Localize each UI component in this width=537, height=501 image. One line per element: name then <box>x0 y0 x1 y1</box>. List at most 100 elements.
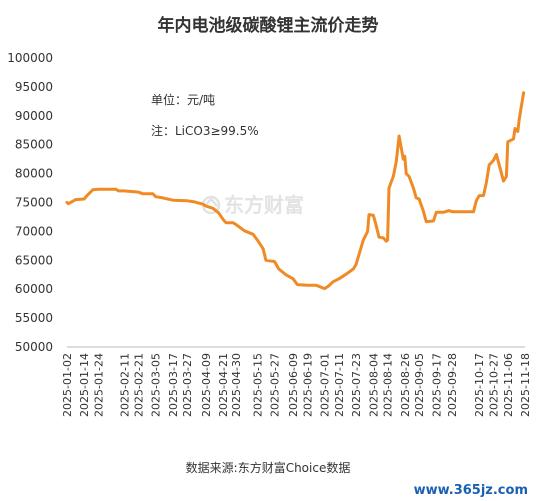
data-point <box>492 159 495 162</box>
watermark-text: 东方财富 <box>224 193 304 217</box>
data-point <box>498 163 501 167</box>
data-point <box>412 186 415 190</box>
data-point <box>417 197 421 201</box>
x-tick-label: 2025-07-01 <box>319 353 332 417</box>
data-point <box>277 267 280 271</box>
x-axis: 2025-01-02 2025-01-14 2025-01-24 2025-02-11… <box>61 346 532 417</box>
data-point <box>495 153 498 156</box>
data-point <box>323 287 326 290</box>
unit-annotation: 单位：元/吨 <box>151 92 215 107</box>
y-tick-label: 60000 <box>15 282 53 296</box>
data-point <box>502 179 505 183</box>
data-point <box>377 236 381 239</box>
data-point <box>67 202 70 205</box>
data-point <box>488 163 491 167</box>
data-point <box>284 273 288 276</box>
data-point <box>234 223 238 226</box>
data-point <box>375 224 378 227</box>
data-point <box>422 210 425 213</box>
data-point <box>505 175 508 178</box>
y-tick-label: 70000 <box>15 224 53 238</box>
purity-annotation: 注：LiCO3≥99.5% <box>151 123 259 138</box>
x-tick-label: 2025-03-17 <box>167 353 180 417</box>
y-tick-label: 65000 <box>15 253 53 267</box>
data-point <box>201 203 205 206</box>
data-point <box>71 200 74 203</box>
data-point <box>357 253 361 256</box>
data-point <box>151 192 155 195</box>
data-point <box>137 190 140 194</box>
y-tick-label: 95000 <box>15 80 53 94</box>
data-point <box>403 155 406 158</box>
data-point <box>85 194 89 197</box>
data-point <box>352 267 355 271</box>
data-point <box>256 238 259 242</box>
data-point <box>74 198 77 201</box>
data-point <box>83 197 86 201</box>
site-url: www.365jz.com <box>414 483 528 498</box>
data-point <box>442 211 445 214</box>
data-point <box>478 194 481 197</box>
x-tick-label: 2025-03-05 <box>150 353 163 417</box>
data-point <box>231 221 235 224</box>
data-point <box>186 199 189 202</box>
y-tick-label: 85000 <box>15 138 53 152</box>
data-point <box>204 204 207 208</box>
x-tick-label: 2025-04-21 <box>217 353 230 417</box>
x-tick-label: 2025-07-11 <box>333 353 346 417</box>
x-tick-label: 2025-11-06 <box>502 353 515 417</box>
y-tick-label: 100000 <box>7 51 53 65</box>
data-point <box>354 263 358 266</box>
data-point <box>306 284 309 287</box>
data-point <box>415 196 418 200</box>
data-point <box>362 238 365 242</box>
data-point <box>450 210 454 213</box>
y-axis: 50000 55000 60000 65000 70000 75000 80000 85000… <box>7 51 53 354</box>
data-point <box>387 186 391 190</box>
x-tick-label: 2025-05-15 <box>251 353 264 417</box>
data-point <box>516 130 519 133</box>
data-point <box>117 189 120 193</box>
data-point <box>264 259 268 262</box>
data-point <box>366 230 369 233</box>
y-tick-label: 75000 <box>15 196 53 210</box>
x-tick-label: 2025-04-30 <box>230 353 243 417</box>
data-point <box>392 175 395 178</box>
x-tick-label: 2025-02-11 <box>118 353 131 417</box>
data-point <box>261 247 265 250</box>
data-point <box>97 188 100 191</box>
data-point <box>367 213 371 216</box>
data-point <box>395 160 398 164</box>
data-point <box>466 210 469 213</box>
data-point <box>217 211 220 215</box>
data-point <box>432 219 435 223</box>
y-tick-label: 80000 <box>15 167 53 181</box>
y-tick-label: 55000 <box>15 311 53 325</box>
x-tick-label: 2025-06-09 <box>287 353 300 417</box>
data-point <box>485 181 488 184</box>
data-point <box>211 207 215 210</box>
data-point <box>114 188 117 191</box>
price-line-series <box>65 91 526 291</box>
x-tick-label: 2025-05-27 <box>269 353 282 417</box>
data-point <box>475 199 478 202</box>
data-point <box>482 194 485 197</box>
chart-title: 年内电池级碳酸锂主流价走势 <box>158 15 379 36</box>
data-point <box>405 172 408 175</box>
data-point <box>291 277 295 280</box>
x-tick-label: 2025-01-24 <box>92 353 105 417</box>
data-point <box>337 277 341 280</box>
data-point <box>386 238 389 242</box>
data-point <box>513 127 517 130</box>
data-point <box>91 188 95 191</box>
data-point <box>221 218 225 221</box>
data-point <box>512 137 515 141</box>
x-tick-label: 2025-06-19 <box>301 353 314 417</box>
x-tick-label: 2025-09-28 <box>446 353 459 417</box>
data-point <box>251 233 255 236</box>
data-point <box>407 175 411 178</box>
data-point <box>518 117 521 120</box>
data-point <box>332 280 335 283</box>
watermark: 东方财富 <box>201 193 304 217</box>
